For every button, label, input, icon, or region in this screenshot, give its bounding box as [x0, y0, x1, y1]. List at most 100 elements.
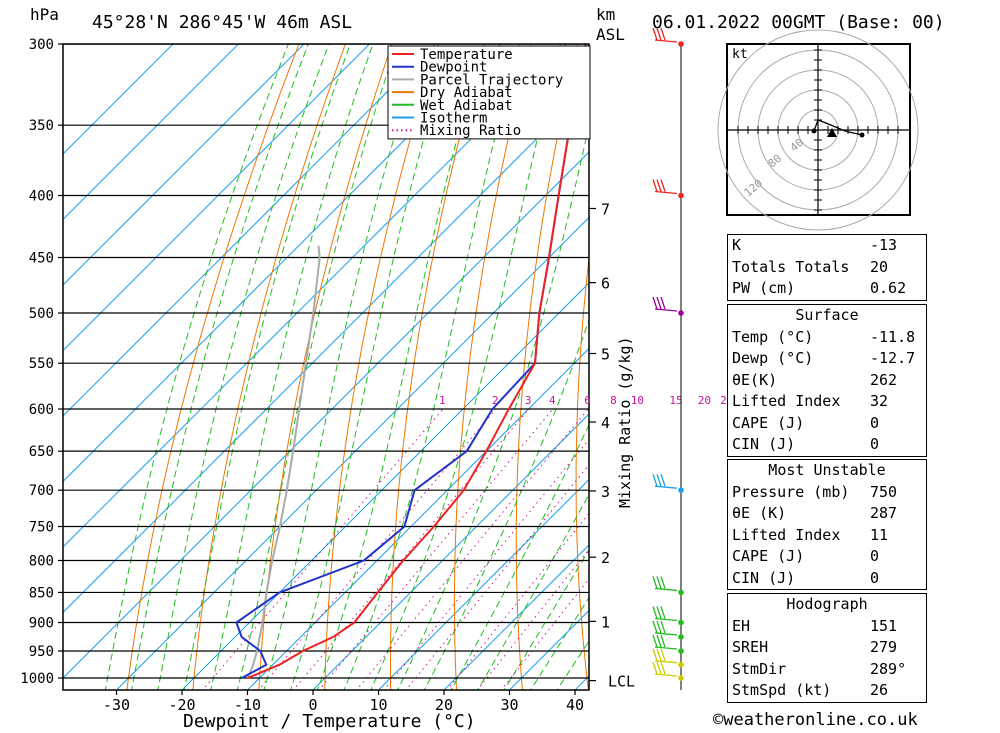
wind-level-dot	[678, 487, 684, 493]
asl-unit-label: ASL	[596, 25, 625, 44]
mixing-ratio-label: 20	[698, 394, 711, 407]
km-tick-label: 4	[601, 414, 610, 432]
mixing-ratio-line	[446, 512, 589, 690]
hodograph-table-title: Hodograph	[786, 595, 868, 613]
wind-barb	[654, 485, 678, 489]
dry-adiabat-line	[575, 254, 589, 690]
wind-barb	[654, 39, 678, 43]
wind-barb-flag	[652, 606, 658, 619]
pressure-tick-label: 900	[29, 616, 54, 632]
wind-level-dot	[678, 661, 684, 668]
pressure-tick-label: 500	[29, 306, 54, 322]
wet-adiabat-line	[397, 123, 589, 690]
table-row: CAPE (J) 0	[728, 546, 926, 568]
wind-barb-flag	[652, 620, 658, 634]
table-row: θE(K) 262	[728, 370, 926, 392]
row-value: 11	[870, 525, 889, 544]
table-row: CIN (J) 0	[728, 568, 926, 590]
row-label: K	[732, 236, 742, 254]
wind-level-dot	[678, 192, 684, 199]
wind-barb-flag	[660, 620, 666, 634]
mixing-ratio-line	[383, 438, 589, 690]
wind-barb-flag	[656, 296, 662, 310]
hodograph-trace	[813, 119, 863, 136]
table-row: PW (cm) 0.62	[728, 278, 926, 300]
wet-adiabat-line	[450, 423, 589, 690]
row-label: Pressure (mb)	[732, 482, 850, 501]
dry-adiabat-line	[948, 8, 1000, 704]
wind-level-dot	[678, 41, 684, 47]
dry-adiabat-line	[258, 44, 393, 690]
isotherm-line	[63, 44, 174, 155]
hodograph-point	[859, 132, 865, 138]
wind-level-dot	[678, 589, 684, 596]
most-unstable-table: Most Unstable Pressure (mb) 750 θE (K) 287 L…	[727, 459, 927, 590]
km-unit-label: km	[596, 5, 615, 24]
row-value: 0.62	[870, 279, 907, 297]
dry-adiabat-line	[453, 44, 532, 690]
wet-adiabat-line	[183, 44, 351, 690]
mixing-ratio-label: 1	[439, 394, 446, 407]
km-tick-label: 2	[601, 549, 610, 567]
km-tick-label: 6	[601, 275, 610, 293]
wind-barb-flag	[656, 576, 662, 589]
wind-barb-flag	[652, 576, 658, 589]
table-row: StmSpd (kt) 26	[728, 680, 926, 702]
wind-level-dot	[678, 675, 684, 681]
row-label: StmDir	[732, 659, 787, 678]
wind-level-dot	[678, 310, 684, 316]
wind-barb-flag	[656, 661, 662, 675]
axes: 3003504004505005506006507007508008509009…	[20, 37, 635, 714]
surface-title: Surface	[795, 306, 859, 324]
wet-adiabat-line	[263, 44, 424, 690]
dry-adiabat-line	[126, 44, 300, 690]
wind-barb-flag	[660, 661, 666, 675]
isotherm-line	[246, 347, 589, 690]
mixing-ratio-labels: 12346810152025	[439, 394, 733, 407]
wind-barb	[654, 660, 678, 664]
wind-barb-flag	[660, 27, 666, 41]
wet-adiabat-line	[530, 596, 589, 690]
row-value: 0	[870, 568, 880, 587]
table-row: EH 151	[728, 616, 926, 638]
legend-box	[387, 45, 591, 140]
wet-adiabat-line	[157, 44, 330, 690]
wet-adiabat-lines	[104, 44, 589, 690]
temperature-tick-label: 10	[369, 696, 387, 714]
row-value: 0	[870, 413, 880, 432]
indices-table: K -13 Totals Totals 20 PW (cm) 0.62	[727, 234, 927, 301]
pressure-tick-label: 400	[29, 188, 54, 204]
wet-adiabat-line	[236, 44, 398, 690]
legend-label: Mixing Ratio	[420, 123, 521, 139]
row-label: Dewp (°C)	[732, 349, 814, 367]
wind-barb-flag	[656, 620, 662, 634]
km-tick-label: 3	[601, 483, 610, 501]
row-label: SREH	[732, 638, 769, 656]
dry-adiabat-line	[324, 44, 439, 690]
wind-barb	[654, 308, 678, 312]
profile-lines	[235, 44, 587, 679]
row-label: Lifted Index	[732, 525, 841, 544]
isotherm-line	[63, 44, 371, 352]
pressure-tick-label: 350	[29, 118, 54, 134]
wind-barb	[654, 632, 678, 636]
km-tick-label: 7	[601, 200, 610, 218]
wind-barb-flag	[660, 634, 666, 648]
copyright-link[interactable]: ©weatheronline.co.uk	[713, 710, 918, 730]
row-label: Totals Totals	[732, 257, 850, 276]
wind-profile	[652, 27, 684, 690]
table-row: θE (K) 287	[728, 503, 926, 525]
legend-label: Isotherm	[420, 111, 487, 127]
most-unstable-title: Most Unstable	[768, 461, 886, 479]
wind-barb-flag	[656, 606, 662, 619]
pressure-tick-label: 550	[29, 356, 54, 372]
wind-barb-flag	[652, 473, 658, 487]
dry-adiabat-line	[690, 8, 723, 704]
mixing-ratio-line	[292, 408, 530, 690]
dry-adiabat-line	[634, 8, 678, 704]
isotherm-line	[63, 151, 589, 679]
wind-barb-flag	[656, 473, 662, 487]
pressure-tick-label: 950	[29, 644, 54, 660]
row-value: 32	[870, 392, 889, 410]
